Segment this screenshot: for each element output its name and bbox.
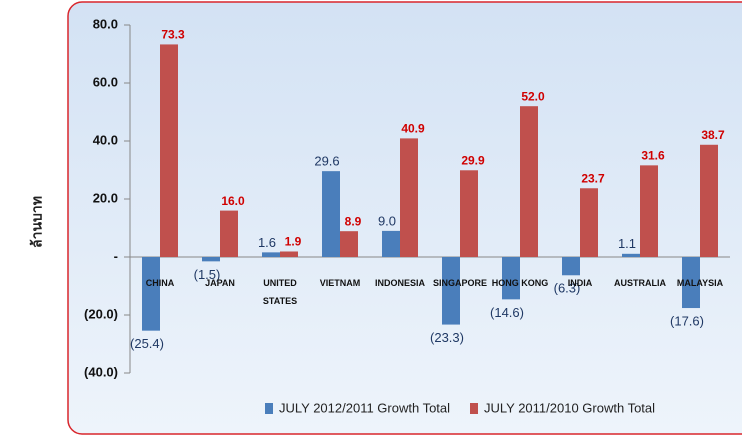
data-label: 9.0: [378, 213, 396, 228]
x-tick-label: INDIA: [567, 278, 593, 288]
x-tick-label: INDONESIA: [374, 278, 425, 288]
bar: [382, 230, 400, 257]
data-label: 73.3: [161, 28, 185, 42]
bar: [262, 252, 280, 257]
y-tick-label: (20.0): [84, 306, 118, 321]
y-tick-label: (40.0): [84, 364, 118, 379]
x-tick-label: CHINA: [145, 278, 175, 288]
bar: [442, 257, 460, 325]
data-label: (23.3): [430, 330, 464, 345]
bar: [502, 257, 520, 300]
data-label: 52.0: [521, 89, 545, 103]
legend-label: JULY 2011/2010 Growth Total: [484, 400, 655, 415]
data-label: 16.0: [221, 194, 245, 208]
bar: [202, 257, 220, 262]
data-label: 1.9: [285, 235, 302, 249]
data-label: (14.6): [490, 305, 524, 320]
bar: [682, 257, 700, 309]
bar: [400, 138, 418, 257]
data-label: 29.9: [461, 153, 485, 167]
data-label: 40.9: [401, 122, 425, 136]
data-label: 29.6: [314, 154, 339, 169]
data-label: 1.6: [258, 235, 276, 250]
data-label: 31.6: [641, 149, 665, 163]
y-tick-label: -: [114, 248, 118, 263]
bar: [562, 257, 580, 276]
legend-label: JULY 2012/2011 Growth Total: [279, 400, 450, 415]
bar: [160, 44, 178, 258]
data-label: (1.5): [194, 267, 221, 282]
x-tick-label: MALAYSIA: [676, 278, 724, 288]
data-label: 1.1: [618, 236, 636, 251]
y-axis-label: ล้านบาท: [29, 196, 45, 248]
x-tick-label: AUSTRALIA: [614, 278, 666, 288]
data-label: 38.7: [701, 128, 725, 142]
x-tick-label: JAPAN: [205, 278, 235, 288]
bar: [640, 165, 658, 257]
bar: [520, 106, 538, 257]
x-tick-label: HONG KONG: [491, 278, 549, 288]
data-label: (17.6): [670, 313, 704, 328]
bar: [340, 231, 358, 257]
data-label: 23.7: [581, 171, 605, 185]
y-tick-label: 20.0: [93, 190, 118, 205]
data-label: 8.9: [345, 214, 362, 228]
data-label: (6.3): [554, 281, 581, 296]
bar: [622, 253, 640, 257]
bar: [460, 170, 478, 257]
bar: [322, 171, 340, 257]
x-tick-label: UNITED STATES: [262, 278, 298, 306]
y-tick-label: 80.0: [93, 16, 118, 31]
legend-swatch: [265, 403, 273, 414]
bar: [700, 144, 718, 257]
bar: [580, 188, 598, 257]
y-tick-label: 40.0: [93, 132, 118, 147]
legend-swatch: [470, 403, 478, 414]
x-tick-label: SINGAPORE: [432, 278, 487, 288]
bar: [142, 257, 160, 331]
y-tick-label: 60.0: [93, 74, 118, 89]
x-tick-label: VIETNAM: [319, 278, 361, 288]
data-label: (25.4): [130, 336, 164, 351]
bar: [280, 251, 298, 257]
bar: [220, 210, 238, 257]
